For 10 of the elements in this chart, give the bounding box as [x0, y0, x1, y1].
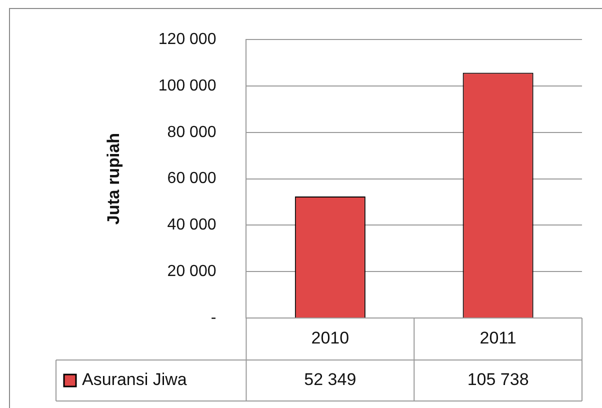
y-tick-label: 100 000 — [158, 77, 216, 94]
y-tick-label: 40 000 — [167, 216, 216, 234]
x-tick-label: 2011 — [480, 328, 516, 348]
y-axis-title: Juta rupiah — [104, 132, 123, 225]
y-tick-label: 60 000 — [167, 170, 216, 188]
y-tick-label: 80 000 — [167, 124, 216, 141]
y-tick-label: 20 000 — [167, 263, 216, 280]
x-tick-label: 2010 — [311, 328, 350, 348]
y-tick-label: - — [210, 309, 216, 326]
y-tick-label: 120 000 — [158, 31, 216, 48]
